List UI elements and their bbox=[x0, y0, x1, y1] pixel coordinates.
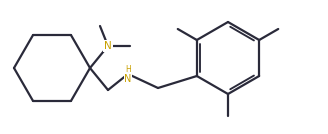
Text: N: N bbox=[104, 41, 112, 51]
Text: N: N bbox=[124, 74, 132, 84]
Text: H: H bbox=[125, 65, 131, 74]
